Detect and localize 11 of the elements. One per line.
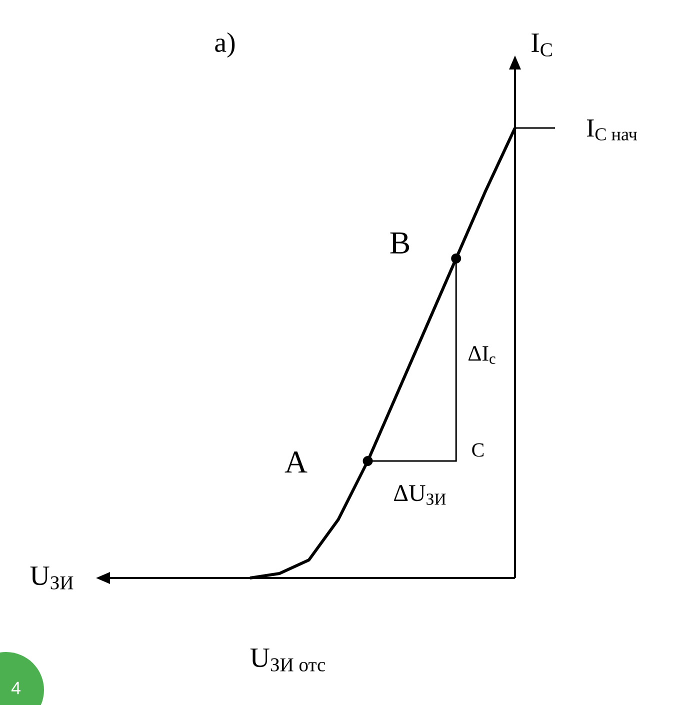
annotation: A [284,451,308,473]
text: $\mathrm{U}_{\text{ЗИ отс}}$ [250,648,326,672]
text: $\mathrm{I}_{\text{C нач}}$ [586,120,638,140]
y-axis-title: I$_{C}$ [532,34,552,56]
annotation: ΔI$_{c}$ [468,346,496,364]
text: 4 [11,682,20,694]
annotation: C [472,443,484,457]
chart-title: а) [215,32,235,58]
text: U$_{ЗИ}$ [30,566,74,590]
annotation: ΔU$_{ЗИ}$ [394,485,446,505]
annotation: B [390,232,410,254]
